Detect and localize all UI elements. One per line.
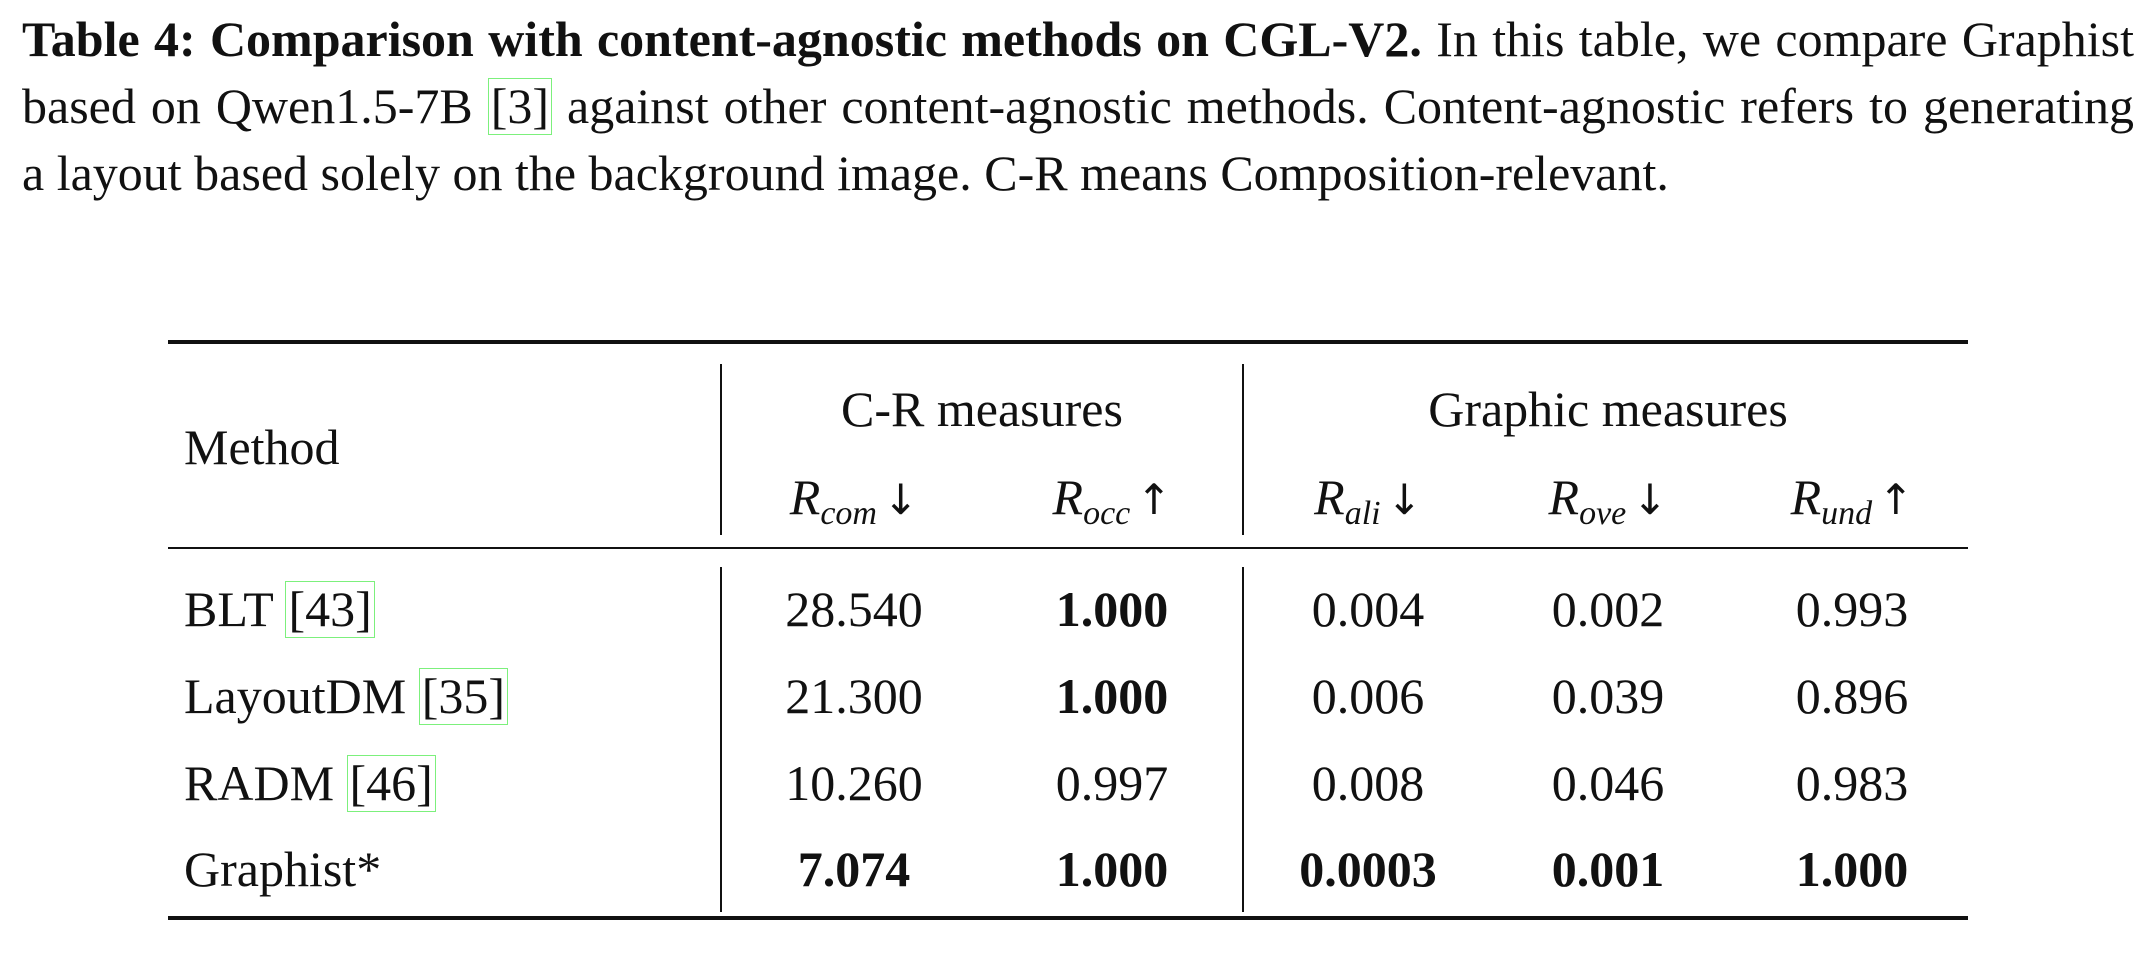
metric-header-occ: Rocc ↑ <box>1053 468 1172 533</box>
metric-symbol: R <box>1790 469 1822 525</box>
arrow-down-icon: ↓ <box>883 475 919 524</box>
metric-symbol: R <box>1052 469 1084 525</box>
column-divider <box>720 364 722 535</box>
table-top-rule <box>168 340 1968 344</box>
caption-citation-link[interactable]: [3] <box>487 78 553 135</box>
method-name-text: BLT <box>184 581 286 637</box>
metric-symbol: R <box>1314 469 1345 525</box>
metric-symbol: R <box>1548 469 1580 525</box>
table-cell: 0.997 <box>1055 755 1169 811</box>
table-caption: Table 4: Comparison with content-agnosti… <box>22 6 2134 207</box>
table-cell: 21.300 <box>785 668 923 724</box>
method-name-text: LayoutDM <box>184 668 419 724</box>
arrow-up-icon: ↑ <box>1878 475 1914 524</box>
table-cell: 0.001 <box>1551 841 1665 897</box>
arrow-down-icon: ↓ <box>1386 475 1422 524</box>
table-cell: 0.039 <box>1551 668 1665 724</box>
arrow-up-icon: ↑ <box>1136 475 1172 524</box>
metric-header-und: Rund ↑ <box>1791 468 1914 533</box>
group-header-graphic: Graphic measures <box>1428 381 1788 437</box>
table-cell: 28.540 <box>785 581 923 637</box>
metric-subscript: und <box>1821 495 1873 532</box>
table-cell: 10.260 <box>785 755 923 811</box>
table-cell: 1.000 <box>1055 581 1169 637</box>
table-cell: 0.983 <box>1795 755 1909 811</box>
row-method-name: BLT [43] <box>184 580 375 638</box>
metric-header-com: Rcom ↓ <box>790 468 918 533</box>
table-cell: 0.002 <box>1551 581 1665 637</box>
table-cell: 1.000 <box>1055 841 1169 897</box>
column-divider <box>720 567 722 912</box>
caption-text-2: against other content-agnostic methods. … <box>22 78 2134 201</box>
table-cell: 0.004 <box>1311 581 1425 637</box>
table-bottom-rule <box>168 916 1968 920</box>
table-cell: 7.074 <box>797 841 911 897</box>
table-cell: 1.000 <box>1055 668 1169 724</box>
method-name-text: Graphist* <box>184 841 382 897</box>
caption-label: Table 4: Comparison with content-agnosti… <box>22 11 1422 67</box>
table-cell: 1.000 <box>1795 841 1909 897</box>
table-header-rule <box>168 547 1968 549</box>
row-method-name: RADM [46] <box>184 754 436 812</box>
metric-subscript: com <box>820 495 877 532</box>
table-cell: 0.006 <box>1311 668 1425 724</box>
citation-link[interactable]: [46] <box>346 755 436 812</box>
column-divider <box>1242 364 1244 535</box>
caption-text-1: In this table, we compare Graphist based… <box>22 11 2135 134</box>
metric-subscript: ove <box>1579 495 1627 532</box>
row-method-name: LayoutDM [35] <box>184 667 509 725</box>
citation-link[interactable]: [35] <box>418 668 509 725</box>
metric-subscript: occ <box>1083 495 1131 532</box>
metric-subscript: ali <box>1344 495 1381 532</box>
citation-link[interactable]: [43] <box>285 581 375 638</box>
column-divider <box>1242 567 1244 912</box>
metric-header-ali: Rali ↓ <box>1314 468 1422 533</box>
table-cell: 0.008 <box>1311 755 1425 811</box>
method-header: Method <box>184 419 340 475</box>
table-cell: 0.896 <box>1795 668 1909 724</box>
metric-symbol: R <box>789 469 821 525</box>
table-cell: 0.046 <box>1551 755 1665 811</box>
arrow-down-icon: ↓ <box>1632 475 1668 524</box>
metric-header-ove: Rove ↓ <box>1549 468 1668 533</box>
group-header-cr: C-R measures <box>841 381 1123 437</box>
row-method-name: Graphist* <box>184 840 381 898</box>
table-cell: 0.993 <box>1795 581 1909 637</box>
method-name-text: RADM <box>184 755 347 811</box>
table-cell: 0.0003 <box>1299 841 1437 897</box>
